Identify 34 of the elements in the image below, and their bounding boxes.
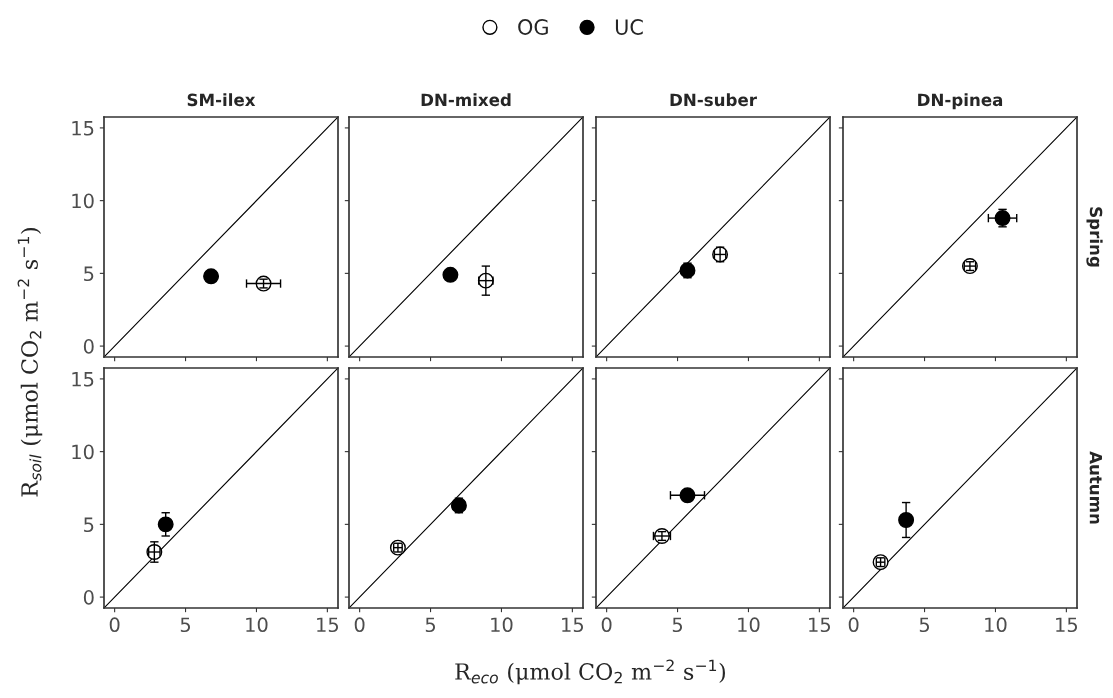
x-tick-label: 10 bbox=[246, 617, 268, 633]
x-tick-label: 10 bbox=[738, 617, 760, 633]
y-tick-label: 10 bbox=[72, 193, 94, 209]
x-tick-label: 15 bbox=[562, 617, 584, 633]
x-tick-label: 10 bbox=[491, 617, 513, 633]
text: R$_{soil}$ (μmol CO$_{2}$ m$^{−2}$ s$^{−1}$) bbox=[17, 228, 43, 497]
y-tick-label: 10 bbox=[72, 444, 94, 460]
text: Spring bbox=[1086, 207, 1103, 267]
x-tick-label: 15 bbox=[809, 617, 831, 633]
chart-title: DN-pinea bbox=[918, 93, 1003, 110]
x-tick-label: 0 bbox=[109, 617, 120, 633]
y-tick-label: 0 bbox=[83, 339, 94, 354]
text: Autumn bbox=[1089, 451, 1102, 524]
x-tick-label: 5 bbox=[672, 617, 683, 633]
x-tick-label: 15 bbox=[1056, 617, 1078, 633]
y-tick-label: 5 bbox=[84, 517, 94, 533]
x-tick-label: 5 bbox=[919, 617, 930, 633]
x-tick-label: 0 bbox=[848, 617, 859, 633]
x-tick-label: 10 bbox=[985, 617, 1007, 633]
y-tick-label: 0 bbox=[83, 590, 94, 605]
chart-title: DN-suber bbox=[670, 93, 757, 107]
x-tick-label: 5 bbox=[180, 617, 191, 633]
text: R$_{eco}$ (μmol CO$_{2}$ m$^{−2}$ s$^{−1}$) bbox=[455, 659, 725, 685]
x-tick-label: 0 bbox=[601, 617, 612, 633]
y-tick-label: 5 bbox=[84, 266, 94, 282]
x-tick-label: 15 bbox=[317, 617, 339, 633]
legend-label: UC bbox=[615, 19, 643, 35]
chart-title: DN-mixed bbox=[421, 93, 511, 107]
chart-title: SM-ilex bbox=[187, 93, 256, 107]
x-tick-label: 0 bbox=[354, 617, 365, 633]
y-tick-label: 15 bbox=[72, 372, 94, 387]
legend-label: OG bbox=[518, 19, 548, 35]
x-tick-label: 5 bbox=[425, 617, 436, 633]
y-tick-label: 15 bbox=[72, 121, 94, 136]
